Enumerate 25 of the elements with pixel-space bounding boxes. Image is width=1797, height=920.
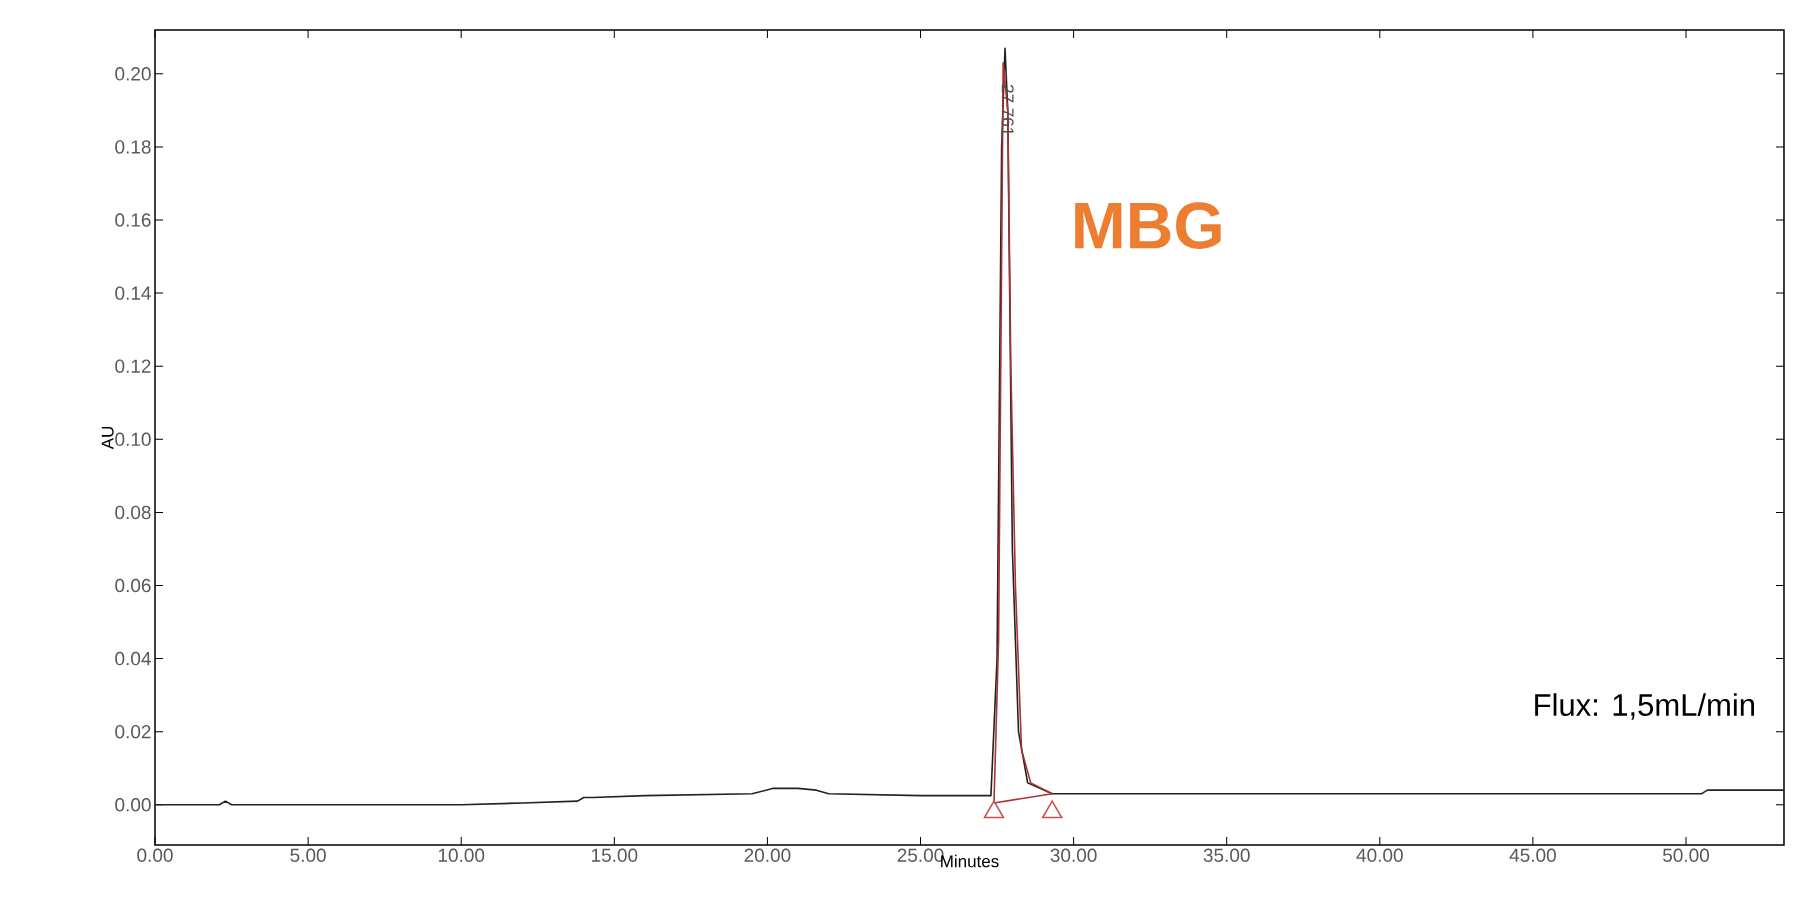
x-tick-label: 40.00	[1356, 848, 1403, 862]
x-tick-label: 35.00	[1203, 848, 1250, 862]
x-tick-label: 0.00	[137, 848, 173, 862]
x-tick-label: 10.00	[438, 848, 485, 862]
y-tick-label: 0.20	[115, 67, 151, 81]
annotation: Flux: 1,5mL/min	[1535, 693, 1754, 720]
y-tick-label: 0.02	[115, 724, 151, 739]
x-tick-label: 30.00	[1050, 848, 1097, 862]
y-tick-label: 0.12	[115, 359, 151, 373]
annotation: 27.761	[1001, 85, 1014, 136]
y-tick-label: 0.16	[115, 213, 151, 227]
annotation: MBG	[1075, 202, 1221, 249]
y-tick-label: 0.10	[115, 432, 151, 447]
x-tick-label: 15.00	[591, 848, 638, 862]
x-tick-label: 5.00	[290, 848, 326, 862]
x-tick-label: 20.00	[744, 848, 791, 862]
y-tick-label: 0.06	[115, 578, 151, 593]
y-tick-label: 0.00	[115, 798, 151, 812]
y-axis-title: AU	[101, 426, 114, 450]
y-tick-label: 0.04	[115, 651, 151, 666]
y-tick-label: 0.18	[115, 140, 151, 154]
x-tick-label: 50.00	[1662, 848, 1710, 862]
x-tick-label: 45.00	[1509, 848, 1556, 862]
y-tick-label: 0.08	[115, 505, 151, 520]
y-tick-label: 0.14	[115, 286, 151, 300]
